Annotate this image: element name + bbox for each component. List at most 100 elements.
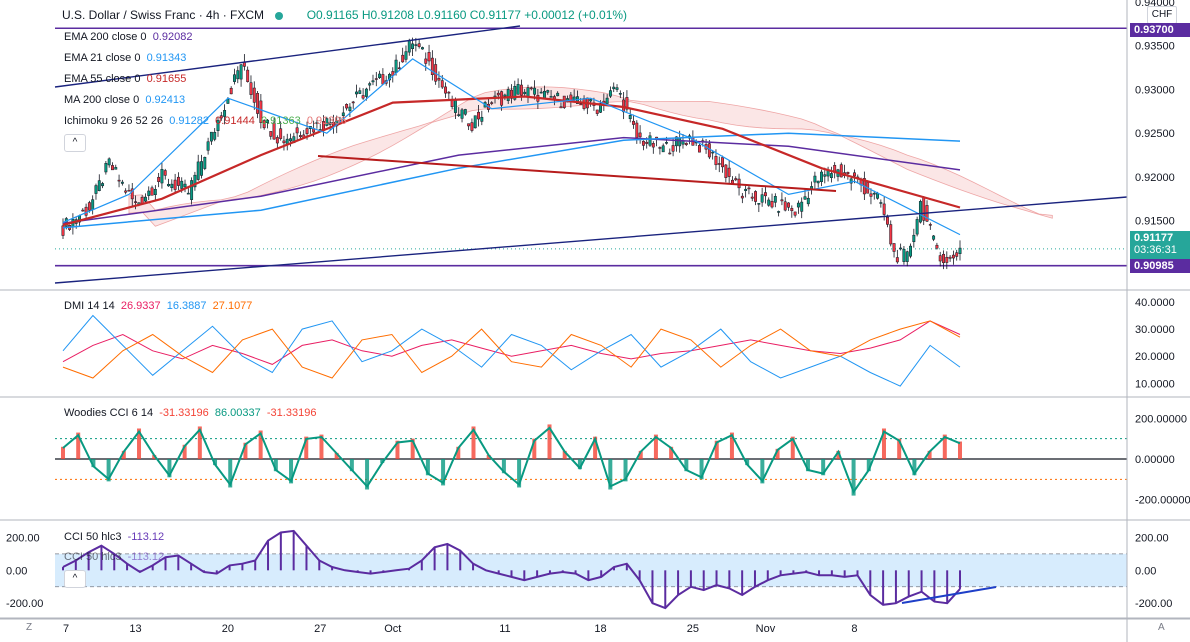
candle-body xyxy=(282,140,286,144)
candle-body xyxy=(615,87,619,90)
candle-body xyxy=(421,47,424,50)
candle-body xyxy=(885,216,889,225)
cci-legend-2[interactable]: CCI 50 hlc3 -113.12 xyxy=(64,551,165,563)
legend-ema55[interactable]: EMA 55 close 0 0.91655 xyxy=(64,73,187,85)
candle-body xyxy=(460,109,464,119)
neckline-trendline xyxy=(317,155,837,192)
legend-ma200[interactable]: MA 200 close 0 0.92413 xyxy=(64,94,186,106)
woodies-histogram-bar xyxy=(425,459,430,476)
woodies-histogram-bar xyxy=(790,436,795,459)
woodies-histogram-bar xyxy=(684,459,689,472)
woodies-tick-label: 200.00000 xyxy=(1135,413,1187,425)
candle-body xyxy=(104,163,108,173)
candle-body xyxy=(942,253,945,264)
candle-body xyxy=(579,103,583,106)
woodies-histogram-bar xyxy=(881,428,886,459)
woodies-histogram-bar xyxy=(61,446,65,459)
woodies-histogram-bar xyxy=(547,424,552,459)
candle-body xyxy=(437,77,441,81)
candle-body xyxy=(463,109,467,115)
woodies-histogram-bar xyxy=(638,450,643,459)
candle-body xyxy=(341,112,345,117)
candle-body xyxy=(572,96,576,100)
candle-body xyxy=(374,78,378,80)
ohlc-close: C0.91177 xyxy=(469,8,521,22)
woodies-histogram-bar xyxy=(197,426,202,459)
woodies-histogram-bar xyxy=(532,438,537,459)
candle-body xyxy=(820,171,823,182)
candle-body xyxy=(800,201,804,212)
candle-body xyxy=(503,94,507,97)
candle-body xyxy=(272,122,276,140)
candle-body xyxy=(424,58,428,64)
cci-band xyxy=(55,553,1127,587)
candle-body xyxy=(381,74,385,85)
candle-body xyxy=(721,157,725,168)
cci-legend-1[interactable]: CCI 50 hlc3 -113.12 xyxy=(64,531,165,543)
price-tick-label: 0.93000 xyxy=(1135,84,1175,96)
candle-body xyxy=(839,164,843,178)
candle-body xyxy=(223,110,227,117)
cci-tick-label: 200.00 xyxy=(1135,532,1169,544)
candle-body xyxy=(849,178,853,184)
candle-body xyxy=(315,122,319,124)
candle-body xyxy=(698,145,701,153)
candle-body xyxy=(806,197,810,205)
candle-body xyxy=(543,90,546,99)
candle-body xyxy=(773,196,777,203)
candle-body xyxy=(651,143,655,148)
candle-body xyxy=(193,174,197,188)
candle-body xyxy=(714,155,718,166)
candle-body xyxy=(734,178,738,181)
legend-ichimoku[interactable]: Ichimoku 9 26 52 26 0.91282 0.91444 0.91… xyxy=(64,115,347,127)
candle-body xyxy=(513,86,517,100)
woodies-tick-label: 0.00000 xyxy=(1135,454,1175,466)
candle-body xyxy=(249,82,253,95)
candle-body xyxy=(632,120,635,125)
ohlc-low: L0.91160 xyxy=(417,8,467,22)
candle-body xyxy=(879,202,883,204)
woodies-histogram-bar xyxy=(243,442,248,459)
candle-body xyxy=(628,114,632,120)
auto-scale-button[interactable]: A xyxy=(1158,622,1165,633)
candle-body xyxy=(915,219,919,235)
price-tick-label: 0.93500 xyxy=(1135,41,1175,53)
dmi-legend[interactable]: DMI 14 14 26.9337 16.3887 27.1077 xyxy=(64,300,253,312)
ohlc-high: H0.91208 xyxy=(361,8,414,22)
candle-body xyxy=(167,183,170,187)
candle-body xyxy=(91,199,95,210)
candle-body xyxy=(595,109,599,114)
candle-body xyxy=(618,93,622,95)
candle-body xyxy=(97,180,101,192)
candle-body xyxy=(638,132,642,138)
cci-tick-label: -200.00 xyxy=(1135,598,1172,610)
woodies-legend[interactable]: Woodies CCI 6 14 -31.33196 86.00337 -31.… xyxy=(64,407,317,419)
candle-body xyxy=(246,69,250,82)
woodies-histogram-bar xyxy=(775,448,780,459)
woodies-tick-label: -200.00000 xyxy=(1135,495,1190,507)
candle-body xyxy=(846,171,850,175)
time-tick-label: 18 xyxy=(594,623,606,635)
woodies-histogram-bar xyxy=(653,434,658,459)
last-price: 0.91177 xyxy=(1134,232,1174,244)
candle-body xyxy=(612,86,616,90)
candle-body xyxy=(681,140,685,145)
candle-body xyxy=(111,165,114,171)
legend-ema21[interactable]: EMA 21 close 0 0.91343 xyxy=(64,52,187,64)
woodies-histogram-bar xyxy=(365,459,370,490)
currency-badge[interactable]: CHF xyxy=(1147,6,1177,24)
ema200-line xyxy=(62,136,961,225)
collapse-cci-button[interactable]: ^ xyxy=(64,570,86,588)
candle-body xyxy=(180,180,184,189)
timezone-button[interactable]: Z xyxy=(26,622,33,633)
price-tick-label: 0.94000 xyxy=(1135,0,1175,9)
candle-body xyxy=(176,176,180,186)
candle-body xyxy=(143,196,147,202)
candle-body xyxy=(872,192,876,195)
collapse-legend-button[interactable]: ^ xyxy=(64,134,86,152)
dmi-tick-label: 10.0000 xyxy=(1135,378,1175,390)
legend-ema200[interactable]: EMA 200 close 0 0.92082 xyxy=(64,31,193,43)
symbol-title[interactable]: U.S. Dollar / Swiss Franc · 4h · FXCM xyxy=(62,8,265,22)
candle-body xyxy=(358,90,362,94)
